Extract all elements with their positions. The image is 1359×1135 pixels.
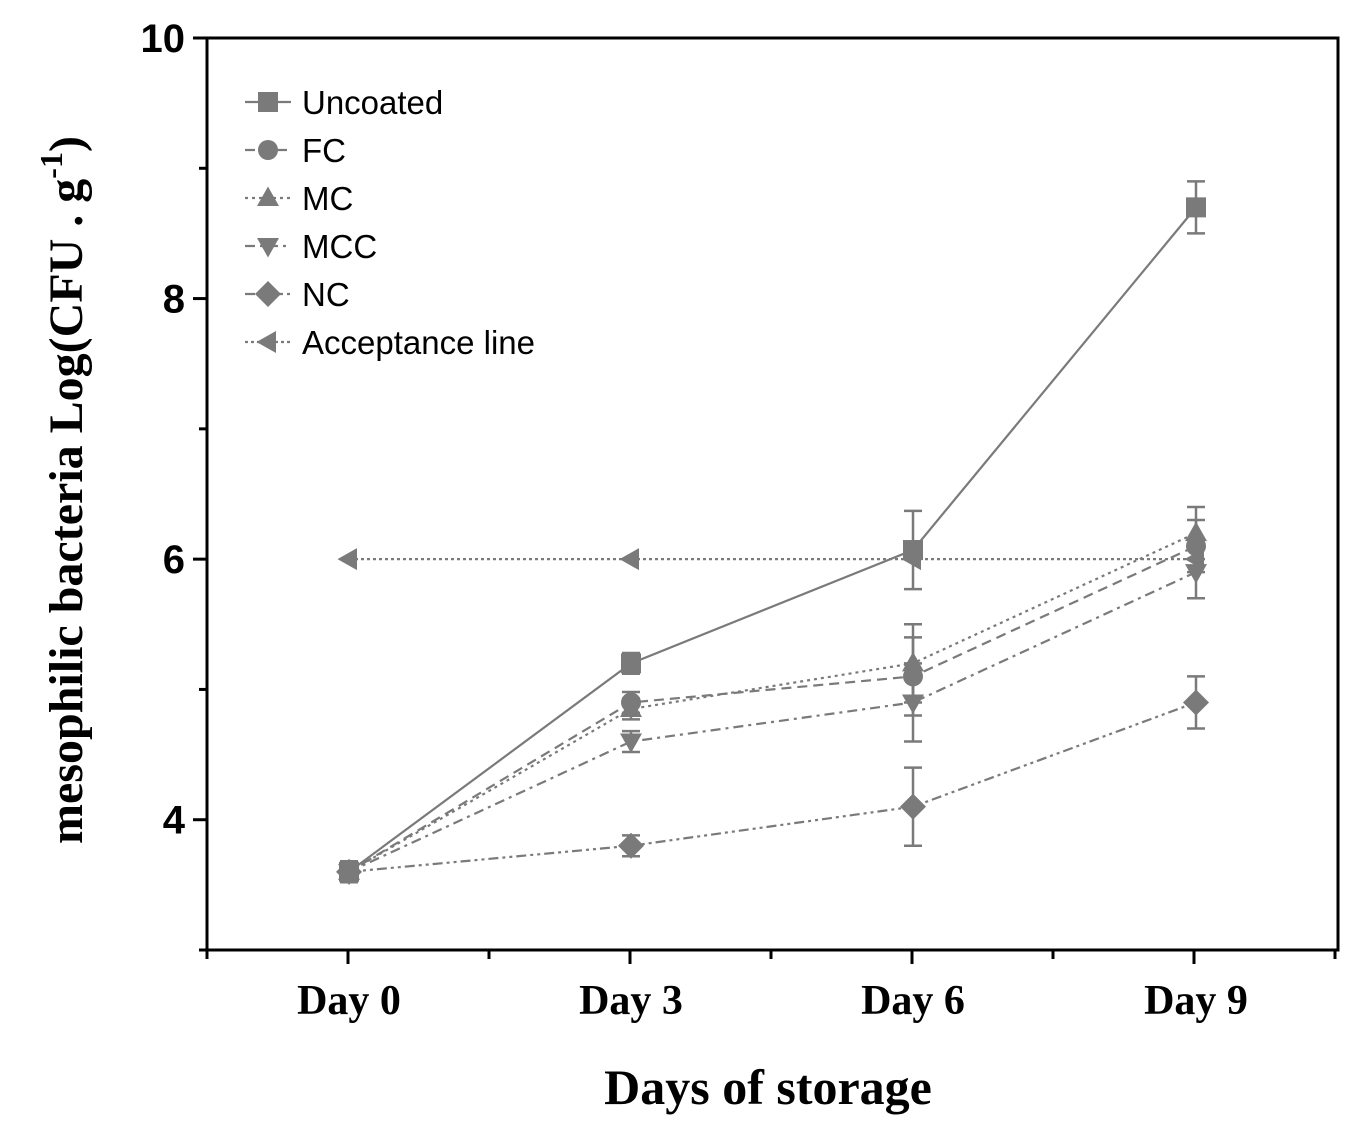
legend-marker bbox=[256, 331, 276, 353]
legend-marker bbox=[255, 281, 281, 307]
y-axis-title-close: ) bbox=[40, 136, 93, 152]
data-point bbox=[620, 733, 642, 754]
legend: Uncoated FC MC MCC NC Acceptance line bbox=[245, 84, 535, 361]
data-point bbox=[619, 548, 639, 571]
legend-marker bbox=[258, 140, 278, 160]
legend-marker bbox=[257, 238, 279, 258]
data-point bbox=[1186, 197, 1206, 218]
data-point bbox=[900, 793, 926, 820]
legend-label: Uncoated bbox=[302, 84, 443, 121]
x-tick-label: Day 3 bbox=[579, 978, 683, 1024]
series-acceptance-line bbox=[337, 548, 1204, 571]
data-point bbox=[902, 694, 924, 714]
series-line bbox=[348, 206, 1197, 873]
series-mcc bbox=[338, 544, 1207, 884]
series-line bbox=[348, 532, 1197, 873]
series-nc bbox=[336, 675, 1209, 885]
series-uncoated bbox=[339, 180, 1206, 884]
data-point bbox=[1184, 548, 1204, 571]
y-axis: 4 6 8 10 bbox=[141, 17, 207, 952]
y-tick-label: 10 bbox=[141, 17, 186, 61]
x-tick-label: Day 6 bbox=[861, 978, 965, 1024]
plot-frame bbox=[205, 36, 1340, 952]
data-point bbox=[1183, 689, 1209, 716]
data-point bbox=[902, 651, 924, 672]
y-tick-label: 8 bbox=[163, 278, 185, 322]
legend-label: Acceptance line bbox=[302, 324, 535, 361]
y-axis-title-main: mesophilic bacteria Log(CFU . g bbox=[40, 179, 93, 844]
data-point bbox=[620, 697, 642, 717]
legend-label: NC bbox=[302, 276, 350, 313]
x-axis: Day 0 Day 3 Day 6 Day 9 bbox=[205, 950, 1337, 1024]
x-tick-label: Day 0 bbox=[297, 978, 401, 1024]
data-point bbox=[621, 653, 641, 674]
data-point bbox=[901, 548, 921, 571]
series-fc bbox=[339, 518, 1206, 884]
x-tick-label: Day 9 bbox=[1144, 978, 1248, 1024]
data-point bbox=[336, 858, 362, 885]
legend-label: FC bbox=[302, 132, 346, 169]
legend-label: MC bbox=[302, 180, 353, 217]
y-tick-label: 6 bbox=[163, 538, 185, 582]
y-tick-label: 4 bbox=[163, 799, 186, 843]
y-axis-title-sup: -1 bbox=[33, 152, 69, 179]
series-line bbox=[348, 571, 1197, 873]
y-axis-title: mesophilic bacteria Log(CFU . g-1) bbox=[33, 136, 93, 844]
legend-label: MCC bbox=[302, 228, 377, 265]
data-point bbox=[1185, 521, 1207, 542]
legend-marker bbox=[257, 186, 279, 206]
series-line bbox=[348, 545, 1197, 873]
data-point bbox=[618, 832, 644, 859]
legend-marker bbox=[258, 92, 278, 112]
series-line bbox=[348, 701, 1197, 873]
data-point bbox=[1185, 564, 1207, 584]
data-point bbox=[337, 548, 357, 571]
x-axis-title: Days of storage bbox=[604, 1059, 932, 1115]
series-layer bbox=[336, 180, 1209, 885]
